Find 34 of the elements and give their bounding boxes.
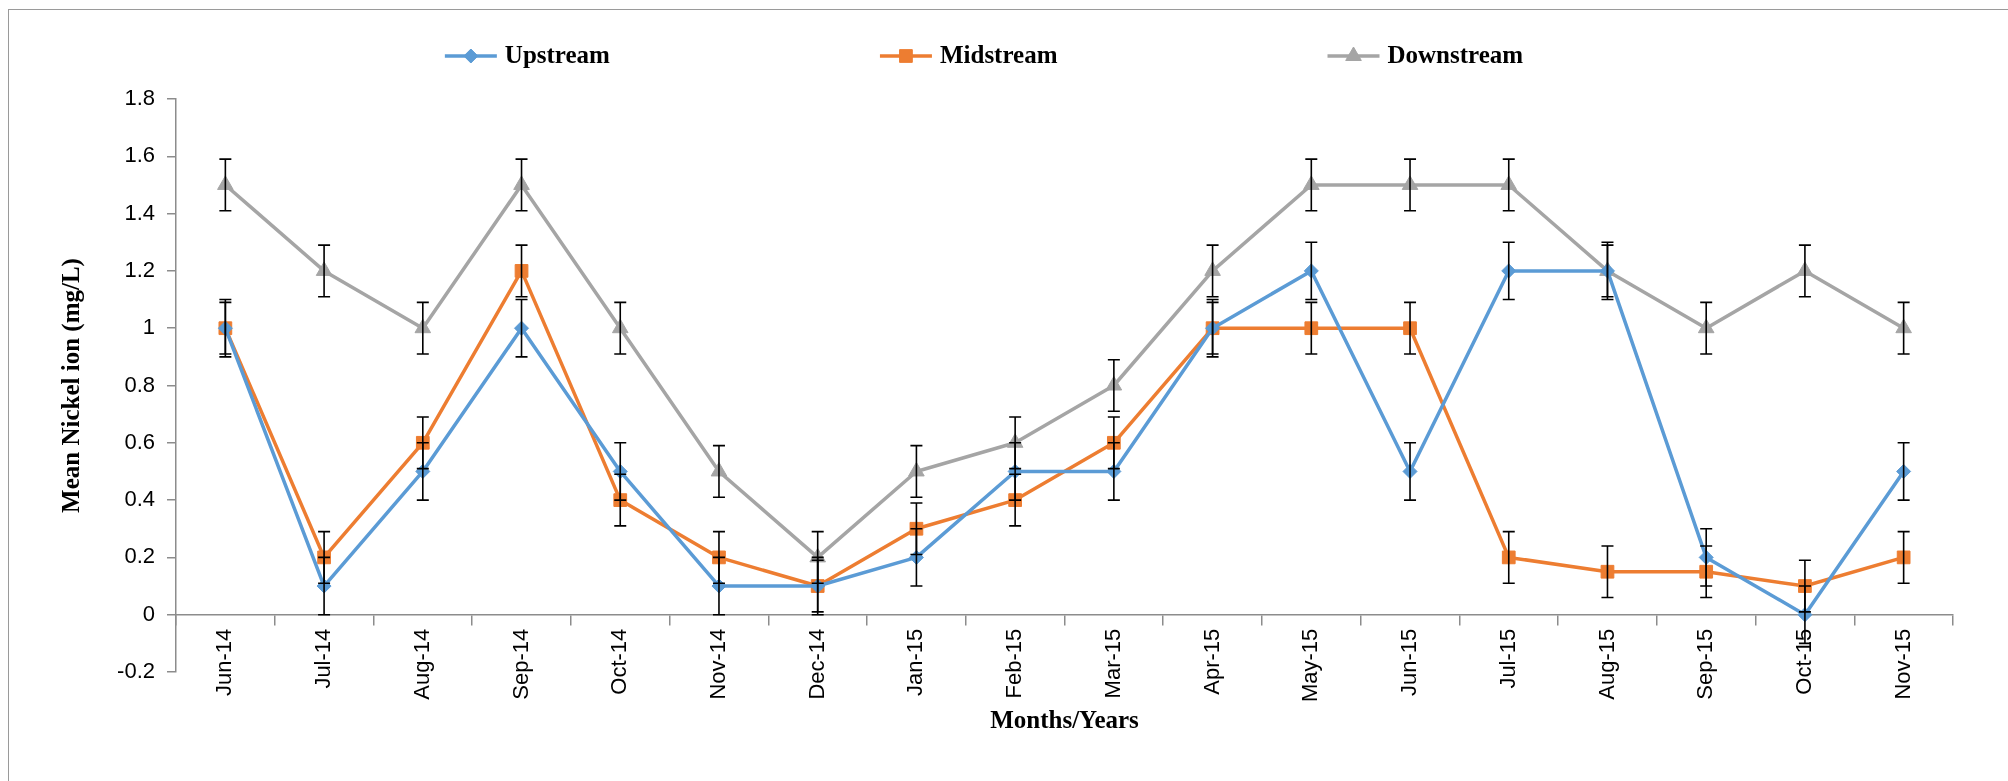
x-tick-label: Apr-15 — [1198, 628, 1224, 695]
x-tick-label: Jun-15 — [1396, 628, 1422, 696]
x-tick-label: Oct-14 — [606, 628, 632, 695]
y-tick-label: 0.2 — [124, 543, 155, 569]
x-tick-label: Sep-14 — [507, 628, 533, 700]
x-axis-title: Months/Years — [990, 705, 1140, 733]
legend-label: Upstream — [504, 41, 611, 69]
y-tick-label: 1.2 — [124, 256, 155, 282]
x-tick-label: Aug-14 — [408, 628, 434, 700]
y-tick-label: 1.6 — [124, 142, 155, 168]
x-tick-label: Dec-14 — [803, 628, 829, 700]
x-tick-label: Oct-15 — [1790, 628, 1816, 695]
y-tick-label: -0.2 — [117, 658, 155, 684]
x-tick-label: May-15 — [1297, 628, 1323, 703]
y-tick-label: 1.8 — [124, 85, 155, 111]
y-tick-label: 1 — [142, 314, 155, 340]
y-tick-label: 0.6 — [124, 428, 155, 454]
x-tick-label: Sep-15 — [1692, 628, 1718, 700]
x-tick-label: Mar-15 — [1099, 628, 1125, 699]
x-tick-label: Jul-15 — [1494, 628, 1520, 689]
legend-label: Downstream — [1387, 41, 1524, 69]
x-tick-label: Nov-15 — [1889, 628, 1915, 700]
y-tick-label: 0.8 — [124, 371, 155, 397]
x-tick-label: Jul-14 — [310, 628, 336, 689]
y-axis-title: Mean Nickel ion (mg/L) — [57, 258, 86, 513]
y-tick-label: 0.4 — [124, 486, 155, 512]
y-tick-label: 1.4 — [124, 199, 155, 225]
y-tick-label: 0 — [142, 600, 155, 626]
legend-label: Midstream — [939, 41, 1058, 69]
x-tick-label: Jun-14 — [211, 628, 237, 696]
x-tick-label: Nov-14 — [705, 628, 731, 700]
x-tick-label: Jan-15 — [902, 628, 928, 696]
x-tick-label: Aug-15 — [1593, 628, 1619, 700]
x-tick-label: Feb-15 — [1001, 628, 1027, 699]
